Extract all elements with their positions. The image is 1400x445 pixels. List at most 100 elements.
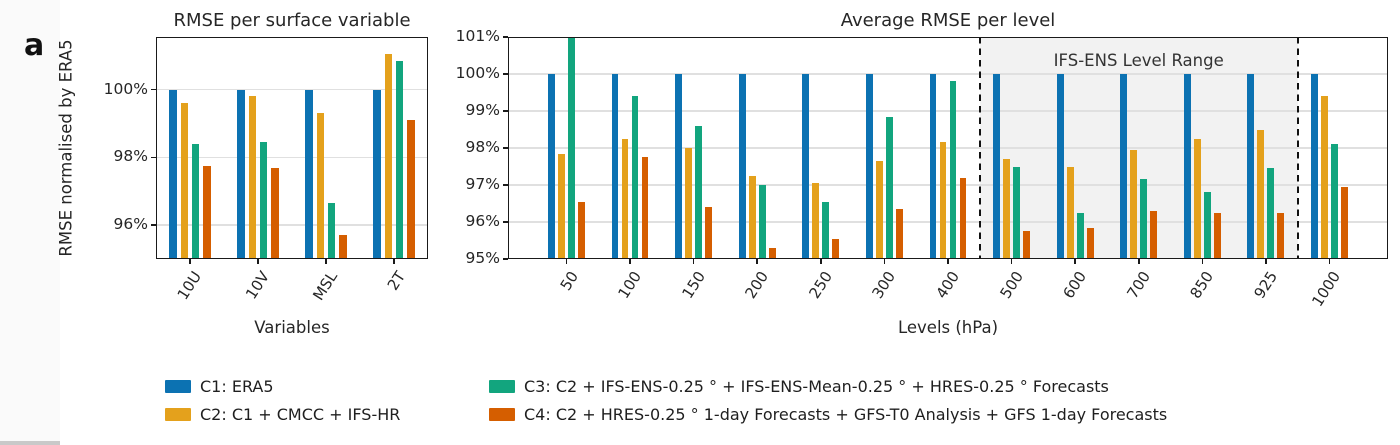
bar-levels-1000-c4 bbox=[1341, 186, 1348, 259]
bar-surface-10U-c4 bbox=[203, 165, 211, 259]
bar-levels-600-c4 bbox=[1086, 227, 1094, 259]
bar-levels-700-c1 bbox=[1120, 74, 1128, 259]
bar-levels-300-c3 bbox=[886, 116, 893, 259]
bar-surface-10V-c2 bbox=[248, 96, 257, 259]
xtick-levels-200: 200 bbox=[741, 268, 773, 302]
y-tickmark bbox=[503, 147, 508, 149]
bar-surface-10U-c2 bbox=[180, 103, 189, 259]
gridline bbox=[156, 156, 428, 158]
bar-levels-1000-c3 bbox=[1331, 144, 1338, 259]
bar-surface-10V-c4 bbox=[271, 167, 279, 259]
y-tickmark bbox=[503, 184, 508, 186]
x-tickmark bbox=[189, 259, 191, 264]
bar-levels-250-c4 bbox=[832, 238, 840, 259]
x-tickmark bbox=[393, 259, 395, 264]
x-tickmark bbox=[1074, 259, 1076, 264]
gridline bbox=[156, 88, 428, 91]
x-tickmark bbox=[325, 259, 327, 264]
bar-levels-250-c1 bbox=[802, 74, 810, 259]
surface-chart-title: RMSE per surface variable bbox=[173, 10, 411, 31]
bar-levels-100-c3 bbox=[631, 96, 639, 259]
bar-levels-150-c4 bbox=[705, 207, 713, 259]
x-tickmark bbox=[1328, 259, 1331, 264]
bar-levels-200-c4 bbox=[768, 247, 776, 259]
xtick-levels-100: 100 bbox=[614, 268, 646, 302]
bar-surface-MSL-c1 bbox=[305, 89, 313, 259]
legend-label-c2: C2: C1 + CMCC + IFS-HR bbox=[200, 405, 401, 424]
y-tickmark bbox=[151, 224, 156, 226]
bar-levels-925-c1 bbox=[1247, 74, 1255, 259]
bar-levels-200-c1 bbox=[738, 74, 746, 259]
gridline bbox=[508, 73, 1388, 75]
bar-levels-925-c3 bbox=[1267, 168, 1275, 259]
legend-label-c1: C1: ERA5 bbox=[200, 377, 274, 396]
xtick-levels-150: 150 bbox=[678, 268, 709, 302]
y-tickmark bbox=[503, 36, 508, 38]
bar-levels-50-c1 bbox=[548, 74, 555, 259]
bar-levels-250-c2 bbox=[812, 183, 820, 259]
y-tickmark bbox=[151, 156, 156, 159]
x-tickmark bbox=[1010, 259, 1013, 264]
gridline bbox=[508, 110, 1388, 112]
ytick-levels-95%: 95% bbox=[465, 249, 500, 267]
x-tickmark bbox=[820, 259, 822, 264]
bar-surface-MSL-c3 bbox=[327, 203, 336, 259]
ytick-levels-100%: 100% bbox=[455, 64, 500, 82]
bar-levels-600-c2 bbox=[1066, 166, 1074, 259]
x-tickmark bbox=[947, 259, 949, 264]
ytick-levels-101%: 101% bbox=[455, 27, 500, 45]
y-axis-label: RMSE normalised by ERA5 bbox=[56, 39, 76, 257]
legend-label-c4: C4: C2 + HRES-0.25 ° 1-day Forecasts + G… bbox=[524, 405, 1168, 424]
bar-levels-700-c2 bbox=[1130, 149, 1138, 259]
xtick-levels-600: 600 bbox=[1059, 268, 1091, 302]
xtick-levels-50: 50 bbox=[556, 268, 582, 294]
x-tickmark bbox=[629, 259, 631, 264]
bar-surface-10V-c1 bbox=[237, 89, 245, 259]
bar-levels-400-c2 bbox=[939, 142, 947, 259]
bar-levels-1000-c2 bbox=[1321, 96, 1328, 259]
bar-levels-850-c3 bbox=[1203, 192, 1211, 259]
bar-levels-850-c4 bbox=[1213, 212, 1221, 259]
bar-levels-250-c3 bbox=[822, 201, 830, 259]
ifs-ens-level-range-label: IFS-ENS Level Range bbox=[1053, 51, 1224, 70]
bar-levels-925-c4 bbox=[1277, 212, 1285, 259]
bar-surface-10U-c3 bbox=[191, 143, 200, 259]
bar-surface-2T-c4 bbox=[407, 120, 415, 259]
bar-levels-600-c1 bbox=[1056, 74, 1064, 259]
bar-surface-2T-c3 bbox=[395, 60, 404, 259]
ytick-surface-98%: 98% bbox=[113, 147, 148, 166]
c3-swatch bbox=[489, 380, 515, 393]
x-tickmark bbox=[1137, 259, 1140, 264]
gridline bbox=[508, 221, 1388, 223]
levels-x-axis-label: Levels (hPa) bbox=[897, 318, 999, 337]
bar-levels-150-c1 bbox=[675, 74, 683, 259]
legend-label-c3: C3: C2 + IFS-ENS-0.25 ° + IFS-ENS-Mean-0… bbox=[524, 377, 1109, 396]
y-tickmark bbox=[151, 88, 156, 91]
bar-levels-500-c3 bbox=[1013, 166, 1020, 259]
bar-levels-400-c3 bbox=[949, 81, 957, 259]
surface-plot-area bbox=[156, 37, 428, 259]
bar-surface-MSL-c4 bbox=[339, 235, 347, 259]
bar-surface-10V-c3 bbox=[259, 142, 268, 259]
levels-plot-area: IFS-ENS Level Range bbox=[508, 37, 1388, 259]
panel-label: a bbox=[24, 28, 45, 63]
bar-levels-600-c3 bbox=[1076, 212, 1084, 259]
bar-levels-400-c4 bbox=[959, 177, 967, 259]
legend-item-c2: C2: C1 + CMCC + IFS-HR bbox=[165, 405, 400, 424]
bar-levels-50-c3 bbox=[568, 37, 575, 259]
page-edge-artifact bbox=[0, 441, 60, 445]
surface-x-axis-label: Variables bbox=[254, 318, 330, 337]
ytick-levels-98%: 98% bbox=[465, 138, 500, 156]
c1-swatch bbox=[165, 380, 191, 393]
bar-levels-50-c4 bbox=[578, 201, 585, 259]
ytick-levels-96%: 96% bbox=[465, 212, 500, 230]
bar-surface-MSL-c2 bbox=[316, 113, 325, 259]
x-tickmark bbox=[565, 259, 568, 264]
x-tickmark bbox=[1265, 259, 1267, 264]
x-tickmark bbox=[883, 259, 886, 264]
xtick-levels-925: 925 bbox=[1250, 268, 1281, 302]
legend-item-c1: C1: ERA5 bbox=[165, 377, 400, 396]
gridline bbox=[156, 224, 428, 226]
level-range-dashed-line-left bbox=[978, 37, 981, 259]
